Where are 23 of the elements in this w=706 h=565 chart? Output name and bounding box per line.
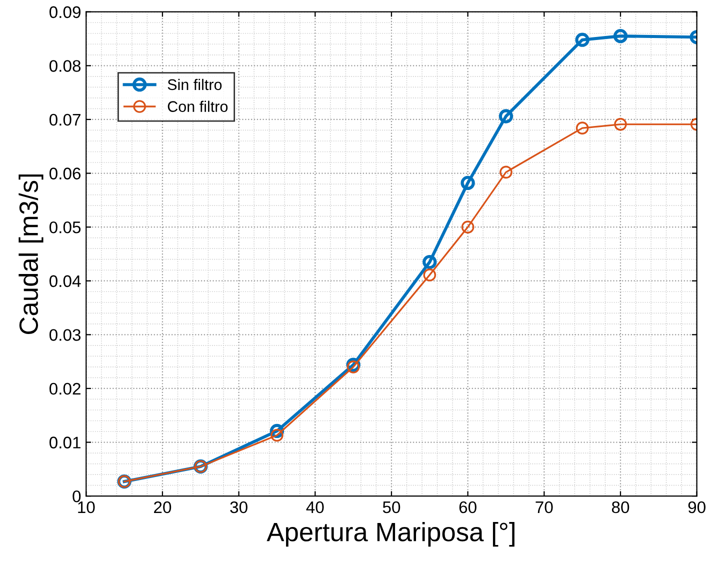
y-tick-label: 0.01 xyxy=(49,436,80,448)
y-tick-label: 0 xyxy=(72,490,81,502)
y-axis-title: Caudal [m3/s] xyxy=(18,174,44,334)
y-tick-label: 0.05 xyxy=(49,221,81,234)
x-tick-label: 20 xyxy=(154,501,172,514)
y-tick-label: 0.09 xyxy=(49,6,80,18)
legend-label: Sin filtro xyxy=(168,78,222,90)
y-tick-label: 0.04 xyxy=(49,275,81,288)
x-tick-label: 80 xyxy=(612,501,630,514)
legend-label: Con filtro xyxy=(168,100,228,112)
y-tick-label: 0.06 xyxy=(49,168,81,180)
x-tick-label: 70 xyxy=(536,501,553,514)
x-tick-label: 10 xyxy=(78,501,95,514)
x-tick-label: 30 xyxy=(230,501,248,514)
x-tick-label: 40 xyxy=(306,501,324,514)
x-tick-label: 50 xyxy=(382,501,400,514)
y-tick-label: 0.03 xyxy=(49,329,81,341)
y-tick-label: 0.08 xyxy=(49,60,81,72)
x-axis-title: Apertura Mariposa [°] xyxy=(266,522,514,547)
y-tick-label: 0.02 xyxy=(49,382,80,395)
x-tick-label: 60 xyxy=(459,501,476,514)
x-tick-label: 90 xyxy=(688,501,706,514)
y-tick-label: 0.07 xyxy=(49,114,80,126)
